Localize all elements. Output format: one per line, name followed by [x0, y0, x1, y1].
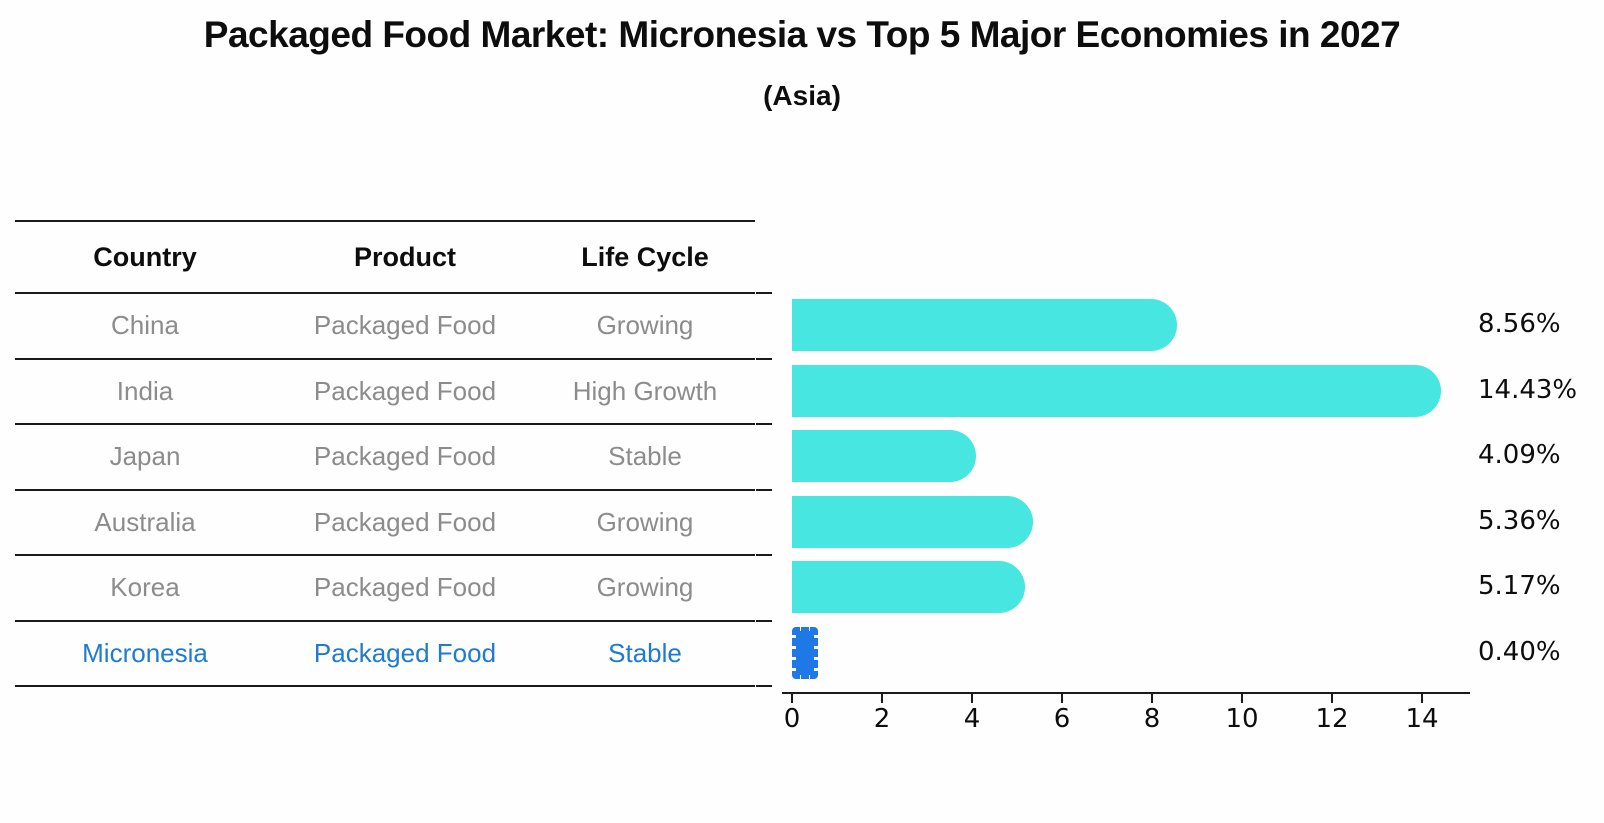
- value-label-japan: 4.09%: [1478, 440, 1561, 470]
- x-axis-tick-label: 14: [1405, 704, 1439, 734]
- column-header-product: Product: [353, 241, 456, 272]
- x-axis-tick: [1421, 694, 1423, 703]
- country-cell: Australia: [94, 506, 196, 537]
- country-cell: Japan: [109, 441, 181, 472]
- country-cell: China: [111, 310, 179, 341]
- table-row-india: India Packaged Food High Growth: [15, 360, 755, 425]
- bar-japan: [792, 430, 977, 482]
- life-cycle-cell: High Growth: [572, 375, 718, 406]
- product-cell: Packaged Food: [313, 572, 497, 603]
- y-axis-minor-tick: [756, 685, 772, 688]
- x-axis-tick-label: 2: [873, 704, 891, 734]
- x-axis-tick-label: 0: [783, 704, 801, 734]
- country-cell: Micronesia: [82, 637, 208, 668]
- country-cell: India: [116, 375, 174, 406]
- y-axis-minor-tick: [756, 488, 772, 491]
- value-label-india: 14.43%: [1478, 374, 1578, 405]
- x-axis-tick-label: 12: [1315, 704, 1349, 734]
- bar-australia: [792, 495, 1034, 548]
- country-cell: Korea: [110, 572, 180, 603]
- table-row-china: China Packaged Food Growing: [15, 294, 755, 360]
- y-axis-minor-tick: [756, 619, 772, 622]
- table-header-row: Country Product Life Cycle: [15, 220, 755, 294]
- table-row-korea: Korea Packaged Food Growing: [15, 556, 755, 622]
- life-cycle-cell: Growing: [596, 310, 694, 341]
- x-axis-tick: [791, 694, 793, 703]
- life-cycle-cell: Stable: [608, 637, 682, 668]
- y-axis-minor-tick: [756, 423, 772, 426]
- product-cell: Packaged Food: [313, 506, 497, 537]
- country-table: Country Product Life Cycle China Packaged…: [15, 220, 755, 687]
- y-axis-minor-tick: [756, 554, 772, 557]
- x-axis-tick-label: 10: [1225, 704, 1259, 734]
- page-subtitle: (Asia): [763, 80, 841, 111]
- x-axis-tick-label: 6: [1053, 704, 1071, 734]
- bar-micronesia: [792, 626, 818, 679]
- x-axis-tick-label: 8: [1143, 704, 1161, 734]
- bar-india: [792, 364, 1442, 417]
- value-label-china: 8.56%: [1478, 309, 1561, 339]
- value-label-micronesia: 0.40%: [1478, 636, 1561, 667]
- x-axis-tick: [1331, 694, 1333, 703]
- y-axis-minor-tick: [756, 357, 772, 360]
- bar-korea: [792, 561, 1025, 613]
- table-row-australia: Australia Packaged Food Growing: [15, 491, 755, 556]
- life-cycle-cell: Growing: [596, 506, 694, 537]
- table-body: China Packaged Food Growing India Packaged F…: [15, 294, 755, 687]
- bar-china: [792, 299, 1178, 351]
- x-axis-tick: [1241, 694, 1243, 703]
- x-axis-tick: [1061, 694, 1063, 703]
- x-axis-line: [782, 692, 1470, 694]
- product-cell: Packaged Food: [313, 310, 497, 341]
- page-title: Packaged Food Market: Micronesia vs Top …: [203, 14, 1401, 55]
- column-header-life-cycle: Life Cycle: [581, 241, 709, 272]
- life-cycle-cell: Growing: [596, 572, 694, 603]
- product-cell: Packaged Food: [313, 441, 497, 472]
- value-label-australia: 5.36%: [1478, 505, 1561, 536]
- x-axis-tick: [881, 694, 883, 703]
- product-cell: Packaged Food: [313, 375, 497, 406]
- y-axis-minor-tick: [756, 292, 772, 295]
- x-axis-tick: [1151, 694, 1153, 703]
- table-row-japan: Japan Packaged Food Stable: [15, 425, 755, 491]
- value-label-korea: 5.17%: [1478, 571, 1561, 601]
- x-axis-tick: [971, 694, 973, 703]
- column-header-country: Country: [93, 241, 197, 272]
- product-cell: Packaged Food: [313, 637, 497, 668]
- table-row-micronesia: Micronesia Packaged Food Stable: [15, 622, 755, 687]
- life-cycle-cell: Stable: [608, 441, 682, 472]
- x-axis-tick-label: 4: [963, 704, 981, 734]
